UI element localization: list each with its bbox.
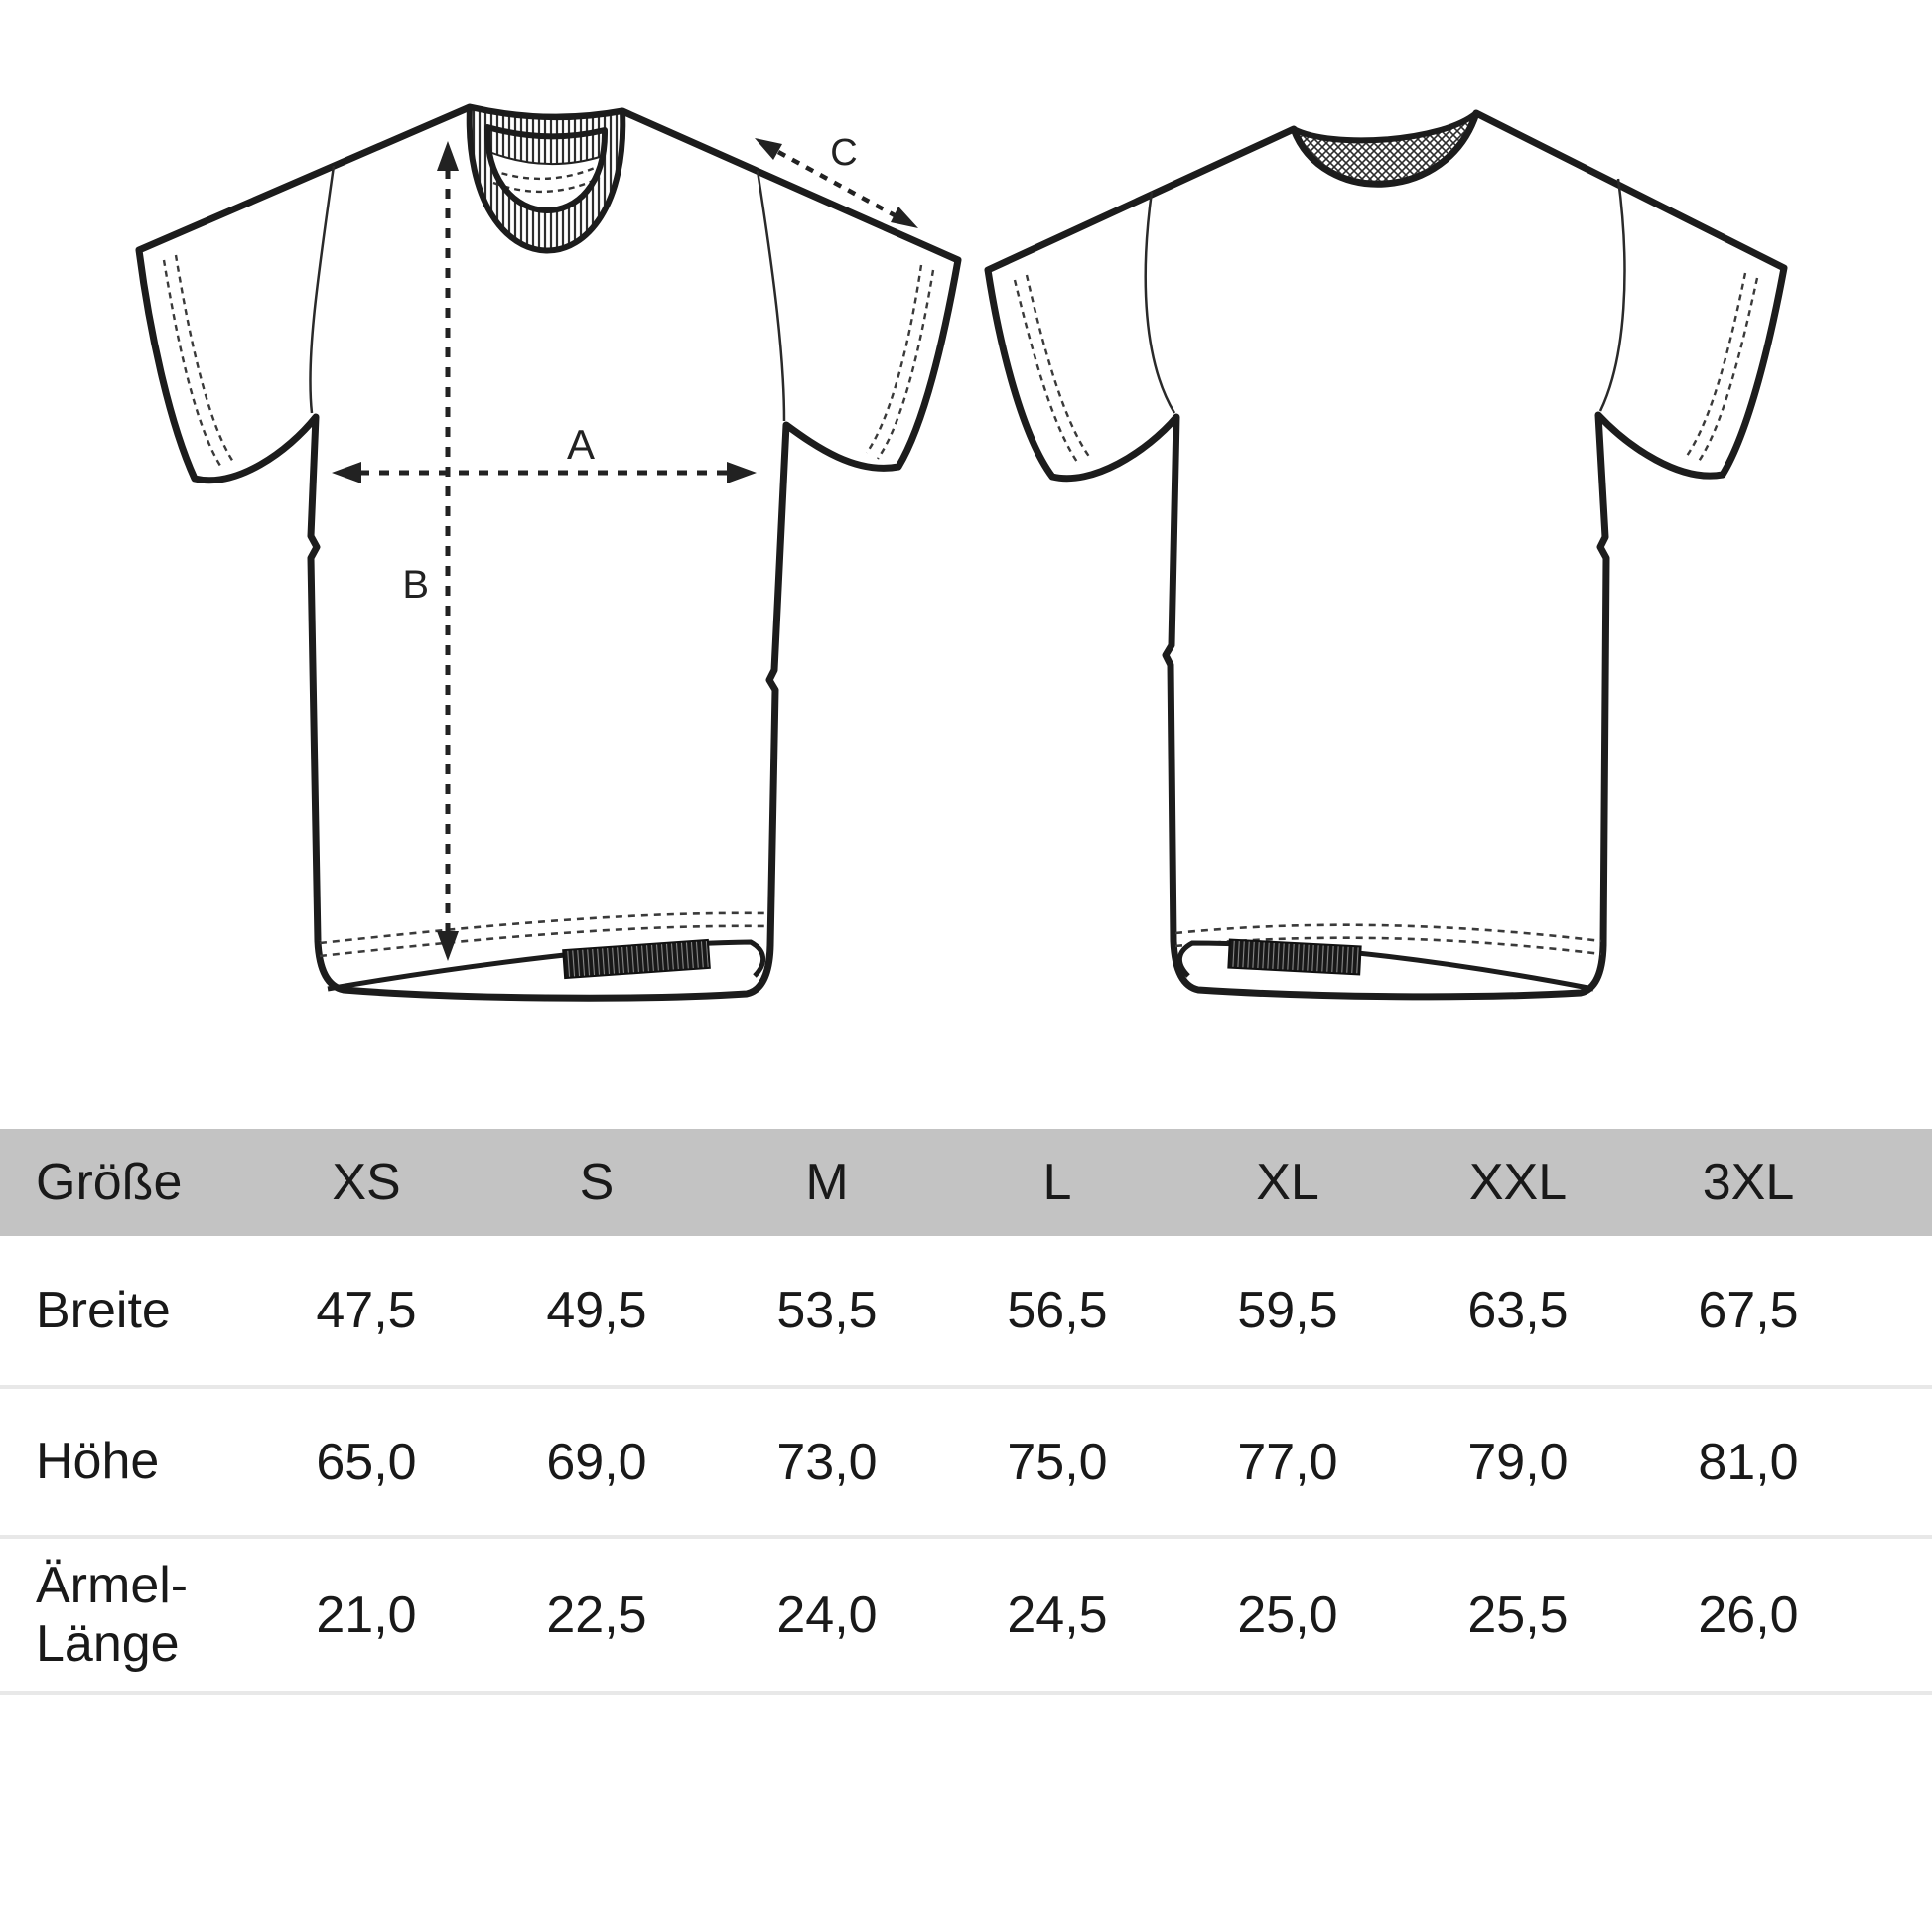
- breite-s: 49,5: [546, 1282, 647, 1339]
- breite-xxl: 63,5: [1467, 1282, 1569, 1339]
- header-size-l: L: [1042, 1154, 1072, 1211]
- measure-label-b: B: [402, 563, 429, 607]
- back-shirt-drawing: [984, 109, 1788, 1001]
- header-size-xl: XL: [1256, 1154, 1319, 1211]
- hoehe-xl: 77,0: [1237, 1433, 1338, 1491]
- arrow-up-left-icon: [755, 138, 782, 160]
- front-cuff-stitching: [162, 254, 935, 470]
- size-table: Größe XS S M L XL XXL 3XL Breite 47,5 49…: [0, 1129, 1932, 1695]
- aermel-xxl: 25,5: [1467, 1586, 1569, 1644]
- measure-arrow-a: A: [332, 421, 757, 483]
- hoehe-xs: 65,0: [316, 1433, 417, 1491]
- aermel-l: 24,5: [1007, 1586, 1108, 1644]
- table-row-breite: Breite 47,5 49,5 53,5 56,5 59,5 63,5 67,…: [0, 1236, 1932, 1387]
- hoehe-m: 73,0: [776, 1433, 878, 1491]
- header-size-m: M: [805, 1154, 849, 1211]
- hoehe-s: 69,0: [546, 1433, 647, 1491]
- measure-label-c: C: [830, 132, 857, 174]
- tshirt-measurement-diagram: B A C: [135, 103, 1788, 1002]
- row-spacer: [1863, 1387, 1932, 1537]
- breite-m: 53,5: [776, 1282, 878, 1339]
- aermel-xl: 25,0: [1237, 1586, 1338, 1644]
- row-spacer: [1863, 1537, 1932, 1693]
- row-label-hoehe: Höhe: [36, 1433, 160, 1491]
- aermel-3xl: 26,0: [1698, 1586, 1799, 1644]
- measure-label-a: A: [567, 421, 595, 468]
- table-row-aermellaenge: Ärmel- Länge 21,0 22,5 24,0 24,5 25,0 25…: [0, 1537, 1932, 1693]
- header-size-xxl: XXL: [1468, 1154, 1568, 1211]
- header-spacer: [1863, 1129, 1932, 1236]
- header-size-3xl: 3XL: [1702, 1154, 1795, 1211]
- hoehe-l: 75,0: [1007, 1433, 1108, 1491]
- header-size-xs: XS: [332, 1154, 401, 1211]
- arrow-down-right-icon: [891, 207, 918, 228]
- breite-xs: 47,5: [316, 1282, 417, 1339]
- arrow-down-icon: [437, 931, 459, 961]
- header-size-s: S: [579, 1154, 615, 1211]
- arrow-up-icon: [437, 141, 459, 171]
- breite-l: 56,5: [1007, 1282, 1108, 1339]
- front-hem-stitching: [319, 911, 767, 958]
- row-spacer: [1863, 1236, 1932, 1387]
- back-collar: [1291, 110, 1479, 188]
- breite-3xl: 67,5: [1698, 1282, 1799, 1339]
- back-shirt-outline: [984, 109, 1788, 1001]
- front-collar: [466, 104, 626, 254]
- aermel-xs: 21,0: [316, 1586, 417, 1644]
- front-hem-tag: [562, 938, 711, 980]
- front-shirt-drawing: [135, 103, 962, 1002]
- tshirt-diagram-svg: B A C: [135, 103, 1788, 1002]
- measure-arrow-c: C: [755, 132, 918, 228]
- measure-arrow-b: B: [402, 141, 459, 961]
- front-shirt-outline: [135, 103, 962, 1002]
- arrow-right-icon: [727, 462, 757, 483]
- back-cuff-stitching: [1013, 272, 1759, 466]
- aermel-s: 22,5: [546, 1586, 647, 1644]
- table-row-hoehe: Höhe 65,0 69,0 73,0 75,0 77,0 79,0 81,0: [0, 1387, 1932, 1537]
- back-hem-tag: [1227, 938, 1362, 976]
- hoehe-xxl: 79,0: [1467, 1433, 1569, 1491]
- breite-xl: 59,5: [1237, 1282, 1338, 1339]
- hoehe-3xl: 81,0: [1698, 1433, 1799, 1491]
- arrow-left-icon: [332, 462, 361, 483]
- aermel-m: 24,0: [776, 1586, 878, 1644]
- row-label-aermellaenge: Ärmel- Länge: [36, 1557, 189, 1673]
- header-groesse: Größe: [36, 1153, 183, 1211]
- row-label-breite: Breite: [36, 1281, 171, 1339]
- size-table-header-row: Größe XS S M L XL XXL 3XL: [0, 1129, 1932, 1236]
